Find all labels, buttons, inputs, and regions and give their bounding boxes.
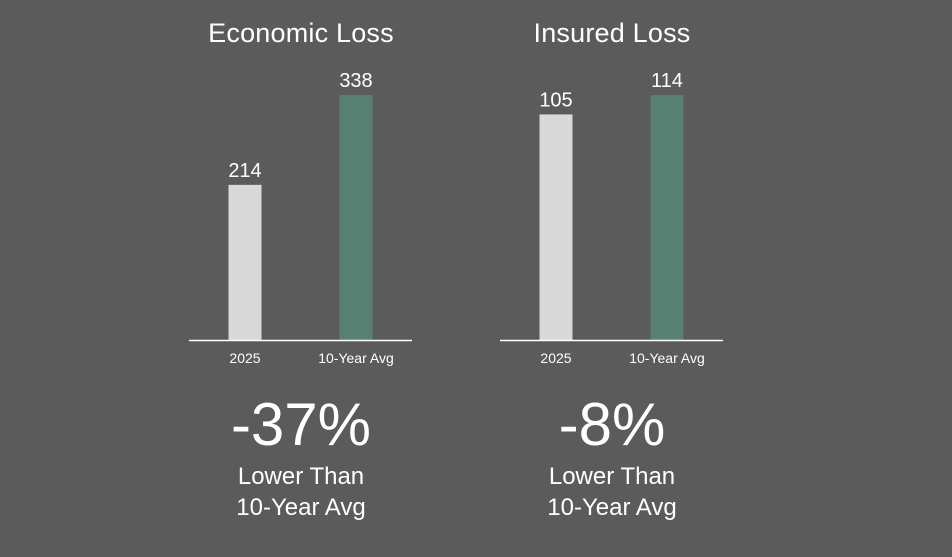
tick-label-10-year-avg: 10-Year Avg bbox=[318, 350, 394, 366]
bar-2025 bbox=[228, 184, 262, 340]
bar-2025 bbox=[539, 114, 573, 340]
data-label-10-year-avg: 114 bbox=[651, 70, 683, 92]
bar-10-year-avg bbox=[650, 95, 684, 340]
summary-line-1: Lower Than bbox=[237, 463, 365, 490]
data-label-10-year-avg: 338 bbox=[339, 70, 372, 92]
summary-line-2: 10-Year Avg bbox=[236, 494, 366, 521]
percent-change: -37% bbox=[230, 391, 372, 458]
data-label-2025: 105 bbox=[539, 89, 572, 111]
insured-loss-svg: 105 2025 114 10-Year Avg bbox=[500, 70, 723, 366]
bar-10-year-avg bbox=[339, 94, 373, 340]
insured-loss-panel: Insured Loss 105 2025 114 10-Year Avg -8% L… bbox=[456, 0, 768, 557]
percent-change: -8% bbox=[558, 391, 666, 458]
economic-loss-svg: 214 2025 338 10-Year Avg bbox=[189, 70, 412, 366]
economic-loss-chart: 214 2025 338 10-Year Avg bbox=[145, 60, 457, 370]
tick-label-10-year-avg: 10-Year Avg bbox=[629, 350, 705, 366]
insured-loss-chart: 105 2025 114 10-Year Avg bbox=[456, 60, 768, 370]
data-label-2025: 214 bbox=[228, 160, 261, 182]
summary-line-2: 10-Year Avg bbox=[547, 494, 677, 521]
chart-title: Economic Loss bbox=[208, 18, 394, 48]
tick-label-2025: 2025 bbox=[540, 350, 571, 366]
economic-loss-panel: Economic Loss 214 2025 338 10-Year Avg -37%… bbox=[145, 0, 457, 557]
summary-line-1: Lower Than bbox=[548, 463, 676, 490]
tick-label-2025: 2025 bbox=[229, 350, 260, 366]
chart-title: Insured Loss bbox=[533, 18, 691, 48]
